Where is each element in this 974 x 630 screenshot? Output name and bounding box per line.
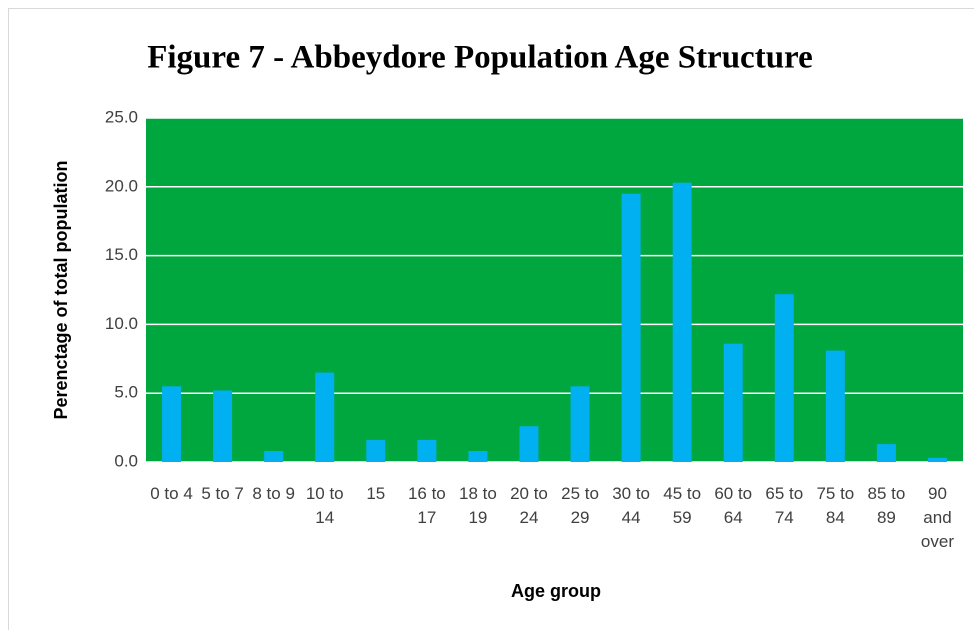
x-tick-label: 65 to 74 [765,484,804,527]
x-tick-label: 25 to 29 [561,484,599,527]
chart-title: Figure 7 - Abbeydore Population Age Stru… [147,40,813,76]
bar [621,193,641,462]
y-tick-label: 5.0 [114,383,138,402]
x-tick-label: 5 to 7 [201,484,244,503]
x-axis-label: Age group [511,581,601,601]
x-tick-label: 30 to 44 [612,484,650,527]
y-tick-label: 0.0 [114,451,138,470]
x-tick-label: 0 to 4 [150,484,193,503]
x-tick-label: 60 to 64 [714,484,753,527]
x-tick-label: 20 to 24 [510,484,548,527]
y-tick-label: 10.0 [105,314,138,333]
x-tick-label: 18 to 19 [459,484,497,527]
y-tick-label: 25.0 [105,107,138,126]
x-tick-label: 75 to 84 [816,484,855,527]
bar [825,350,845,462]
x-tick-label: 45 to 59 [663,484,702,527]
chart-border [8,8,974,630]
x-tick-label: 15 [366,484,386,503]
bar [213,390,233,462]
bar [315,372,335,462]
x-tick-label: 10 to 14 [305,484,344,527]
y-axis-label: Perenctage of total population [51,160,71,419]
bar [723,343,743,462]
y-tick-label: 15.0 [105,245,138,264]
bar [468,450,488,462]
x-tick-label: 16 to 17 [407,484,446,527]
y-tick-label: 20.0 [105,176,138,195]
bar [672,182,692,462]
x-tick-label: 8 to 9 [252,484,295,503]
bar [264,450,284,462]
bar [162,386,182,462]
x-tick-label: 85 to 89 [867,484,906,527]
bar [570,386,590,462]
bar [366,439,386,462]
x-tick-label: 90 and over [920,484,954,551]
bar [927,457,947,462]
bar [519,426,539,462]
bar [417,439,437,462]
bar [774,294,794,462]
bar [876,444,896,462]
